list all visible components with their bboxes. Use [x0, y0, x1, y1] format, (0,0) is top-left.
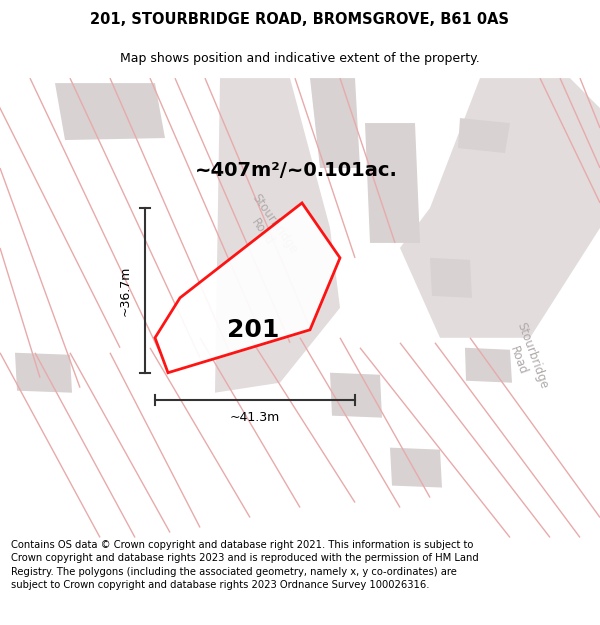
Polygon shape — [215, 78, 340, 392]
Text: Map shows position and indicative extent of the property.: Map shows position and indicative extent… — [120, 52, 480, 65]
Text: ~407m²/~0.101ac.: ~407m²/~0.101ac. — [195, 161, 398, 179]
Text: Stourbridge
Road: Stourbridge Road — [236, 191, 299, 264]
Text: ~36.7m: ~36.7m — [119, 265, 131, 316]
Polygon shape — [55, 83, 165, 140]
Text: 201, STOURBRIDGE ROAD, BROMSGROVE, B61 0AS: 201, STOURBRIDGE ROAD, BROMSGROVE, B61 0… — [91, 12, 509, 27]
Polygon shape — [330, 372, 382, 418]
Polygon shape — [15, 352, 72, 392]
Polygon shape — [390, 448, 442, 488]
Polygon shape — [365, 123, 420, 243]
Polygon shape — [310, 78, 360, 168]
Polygon shape — [430, 258, 472, 298]
Polygon shape — [458, 118, 510, 153]
Polygon shape — [465, 348, 512, 382]
Polygon shape — [400, 78, 600, 338]
Text: Contains OS data © Crown copyright and database right 2021. This information is : Contains OS data © Crown copyright and d… — [11, 540, 479, 590]
Text: 201: 201 — [227, 318, 280, 341]
Polygon shape — [155, 203, 340, 372]
Text: ~41.3m: ~41.3m — [230, 411, 280, 424]
Text: Stourbridge
Road: Stourbridge Road — [500, 320, 550, 396]
